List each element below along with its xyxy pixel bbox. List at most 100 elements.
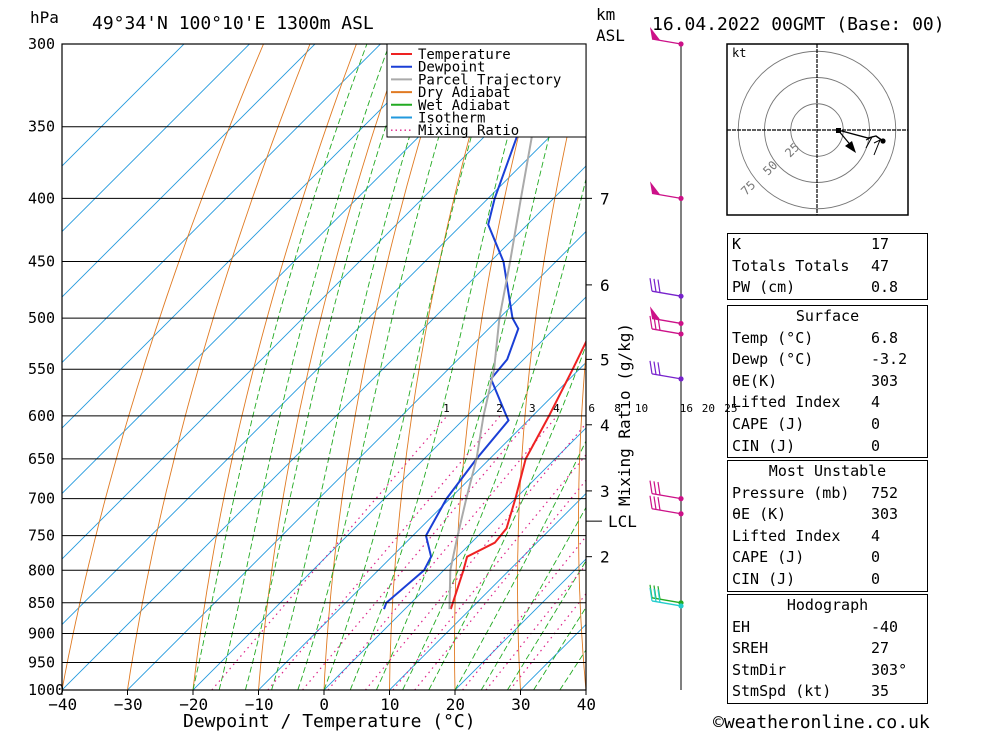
km-tick-label: 6 [600,276,610,295]
table-row: Temp (°C) 6.8 [728,328,927,350]
row-value: 0 [871,436,881,455]
mixing-ratio-line [327,415,558,690]
pressure-tick-label: 550 [28,360,55,378]
wet-adiabat [349,44,534,690]
mixing-ratio-label: 2 [496,402,503,415]
km-tick-label: 2 [600,548,610,567]
wet-adiabat [375,44,574,690]
row-label: PW (cm) [732,278,796,297]
wet-adiabat [192,44,368,690]
wet-adiabat [507,560,586,690]
wet-adiabat [271,44,440,690]
row-label: Totals Totals [732,256,850,275]
barb-feather [653,588,657,602]
barb-feather [649,278,653,292]
barb-feather [649,360,653,374]
x-tick-label: −10 [245,695,274,714]
hodograph-tick [865,135,874,149]
wind-barb [649,480,684,502]
barb-staff [651,317,682,325]
row-value: 17 [871,235,890,253]
isotherm [62,44,251,233]
barb-staff [651,38,682,45]
table-row: StmDir 303° [728,660,927,682]
barb-flag [650,27,660,40]
pressure-tick-label: 650 [28,450,55,468]
asl-label: ASL [596,26,625,45]
barb-flag [650,181,660,195]
barb-dot [678,496,684,502]
hodograph-end-marker [880,138,886,144]
barb-feather [649,480,653,494]
table-title: Most Unstable [768,462,887,480]
isotherm [62,44,316,298]
barb-feather [653,481,657,495]
wet-adiabat [218,44,390,690]
barb-staff [651,600,682,607]
table-title: Surface [795,307,860,325]
barb-dot [678,41,684,47]
row-value: 0 [871,548,881,567]
legend-entry: Dry Adiabat [418,85,511,101]
row-value: 0.8 [871,278,899,297]
dry-adiabat [192,44,357,690]
legend-box [386,43,587,138]
row-value: 35 [871,682,890,701]
isotherm [62,99,586,626]
pressure-tick-label: 800 [28,561,55,579]
pressure-tick-label: 900 [28,624,55,642]
isotherm [62,165,586,690]
row-label: CAPE (J) [732,414,805,433]
x-tick-label: −20 [179,695,208,714]
km-tick-label: 4 [600,416,610,435]
row-value: 0 [871,414,881,433]
row-value: 303° [871,660,908,679]
barb-dot [678,376,684,382]
barb-feather [653,496,657,510]
pressure-tick-label: 400 [28,189,55,207]
x-tick-label: −40 [48,695,77,714]
table-row: CIN (J) 0 [728,436,927,458]
mixing-ratio-line [302,415,534,690]
barb-dot [678,603,684,609]
wind-barb [649,587,684,609]
isotherm [126,230,586,690]
isotherm [192,296,586,690]
row-value: 6.8 [871,328,899,347]
legend-entry: Wet Adiabat [418,98,511,114]
pressure-tick-label: 600 [28,407,55,425]
hodograph-start-marker [836,128,841,133]
legend-entry: Temperature [418,47,511,63]
isotherm [62,44,185,167]
wet-adiabat [533,606,586,690]
pressure-tick-label: 500 [28,309,55,327]
mixing-ratio-label: 8 [614,402,621,415]
km-unit-label: km [596,5,615,24]
wet-adiabat [402,177,586,690]
barb-staff [651,328,682,335]
barb-feather [649,315,653,330]
wind-barb [650,27,684,47]
table-row: Pressure (mb) 752 [728,483,927,505]
plot-frame [61,43,602,695]
series-parcel-trajectory [448,44,559,610]
row-label: EH [732,617,751,636]
wet-adiabat [244,44,414,690]
row-label: CIN (J) [732,436,796,455]
table-row: θE(K) 303 [728,371,927,393]
pressure-tick-label: 450 [28,253,55,271]
barb-feather [653,361,657,375]
barb-dot [678,293,684,299]
km-tick-label: 3 [600,482,610,501]
pressure-tick-label: 350 [28,118,55,136]
km-tick-label: 5 [600,350,610,369]
mixing-ratio-label: 1 [443,402,450,415]
pressure-tick-label: 950 [28,653,55,671]
row-label: SREH [732,639,769,658]
table-row: Lifted Index 4 [728,392,927,414]
barb-feather [657,481,661,496]
mixing-ratio-line [211,415,448,690]
barb-feather [657,589,661,603]
x-axis-title: Dewpoint / Temperature (°C) [183,711,476,732]
wind-barb [649,495,684,517]
